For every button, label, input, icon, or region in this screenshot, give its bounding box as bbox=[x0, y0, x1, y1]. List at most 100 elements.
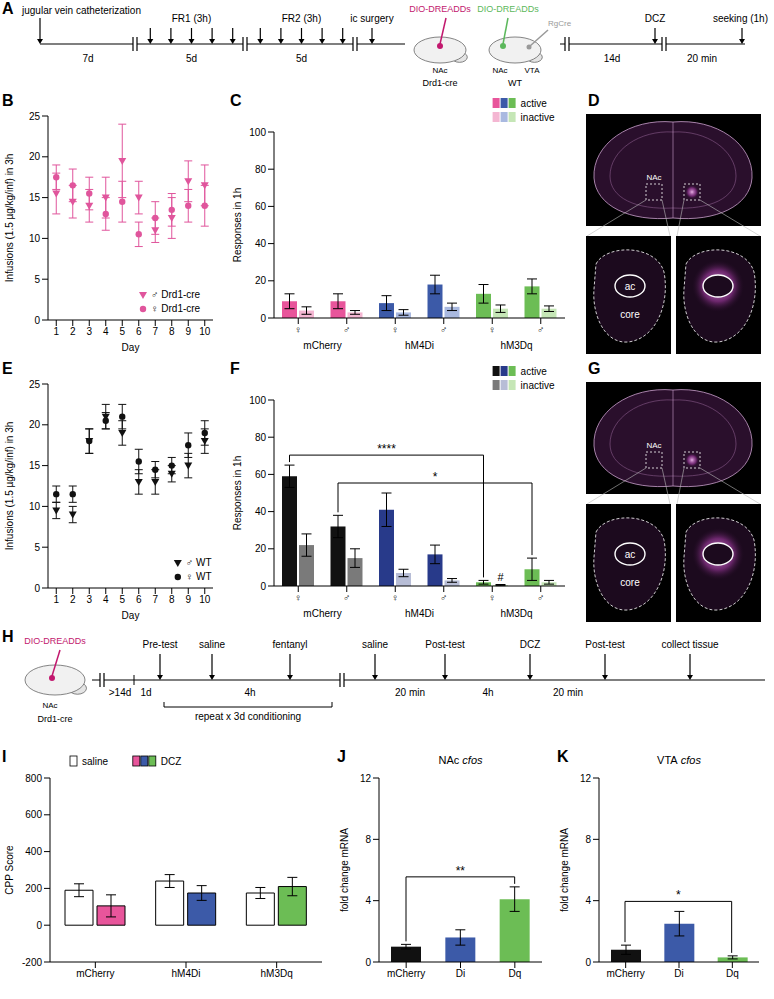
svg-text:12: 12 bbox=[360, 773, 372, 784]
svg-text:hM4Di: hM4Di bbox=[172, 968, 201, 979]
svg-text:Day: Day bbox=[122, 342, 140, 353]
svg-text:active: active bbox=[521, 366, 548, 377]
svg-text:♀: ♀ bbox=[489, 324, 497, 335]
svg-text:Drd1-cre: Drd1-cre bbox=[37, 714, 72, 724]
svg-text:0: 0 bbox=[260, 581, 266, 592]
svg-text:CPP Score: CPP Score bbox=[4, 845, 15, 895]
svg-text:400: 400 bbox=[25, 846, 42, 857]
svg-text:60: 60 bbox=[255, 469, 267, 480]
svg-text:25: 25 bbox=[29, 379, 41, 390]
svg-text:mCherry: mCherry bbox=[387, 968, 425, 979]
svg-text:Pre-test: Pre-test bbox=[142, 639, 177, 650]
svg-text:600: 600 bbox=[25, 809, 42, 820]
svg-text:mCherry: mCherry bbox=[606, 968, 644, 979]
svg-text:♂: ♂ bbox=[343, 324, 351, 335]
svg-text:DIO-DREADDs: DIO-DREADDs bbox=[409, 4, 471, 14]
svg-text:**: ** bbox=[456, 864, 466, 878]
svg-text:DCZ: DCZ bbox=[520, 639, 541, 650]
svg-text:80: 80 bbox=[255, 432, 267, 443]
svg-text:ic surgery: ic surgery bbox=[350, 13, 393, 24]
svg-text:5: 5 bbox=[34, 542, 40, 553]
svg-text:20 min: 20 min bbox=[687, 53, 717, 64]
svg-text:♀: ♀ bbox=[295, 324, 303, 335]
svg-text:ac: ac bbox=[625, 281, 636, 292]
svg-text:jugular vein catheterization: jugular vein catheterization bbox=[21, 5, 141, 16]
svg-text:3: 3 bbox=[86, 326, 92, 337]
svg-text:Drd1-cre: Drd1-cre bbox=[422, 78, 457, 88]
svg-text:1: 1 bbox=[53, 594, 59, 605]
svg-text:NAc: NAc bbox=[432, 66, 447, 75]
svg-text:♂ Drd1-cre: ♂ Drd1-cre bbox=[151, 289, 201, 300]
svg-text:♂: ♂ bbox=[440, 324, 448, 335]
svg-text:0: 0 bbox=[36, 920, 42, 931]
svg-text:20: 20 bbox=[29, 151, 41, 162]
svg-text:4: 4 bbox=[585, 895, 591, 906]
svg-text:0: 0 bbox=[34, 583, 40, 594]
svg-text:200: 200 bbox=[25, 883, 42, 894]
svg-text:1d: 1d bbox=[140, 687, 151, 698]
svg-text:♀: ♀ bbox=[489, 592, 497, 603]
svg-text:4: 4 bbox=[103, 594, 109, 605]
svg-text:4: 4 bbox=[365, 895, 371, 906]
svg-text:repeat x 3d conditioning: repeat x 3d conditioning bbox=[195, 711, 301, 722]
svg-text:fentanyl: fentanyl bbox=[272, 639, 307, 650]
svg-text:2: 2 bbox=[70, 594, 76, 605]
svg-text:mCherry: mCherry bbox=[303, 340, 341, 351]
svg-text:active: active bbox=[521, 98, 548, 109]
svg-text:NAc cfos: NAc cfos bbox=[438, 754, 483, 766]
svg-text:7d: 7d bbox=[82, 53, 93, 64]
svg-text:DIO-DREADDs: DIO-DREADDs bbox=[477, 4, 539, 14]
svg-text:seeking (1h): seeking (1h) bbox=[713, 13, 768, 24]
svg-text:5: 5 bbox=[119, 594, 125, 605]
svg-text:80: 80 bbox=[255, 164, 267, 175]
svg-text:♂: ♂ bbox=[537, 592, 545, 603]
svg-text:*: * bbox=[676, 888, 681, 902]
svg-text:-200: -200 bbox=[22, 957, 42, 968]
svg-text:8: 8 bbox=[169, 326, 175, 337]
svg-text:10: 10 bbox=[29, 233, 41, 244]
svg-text:20 min: 20 min bbox=[395, 687, 425, 698]
svg-text:inactive: inactive bbox=[521, 112, 555, 123]
svg-text:RgCre: RgCre bbox=[548, 19, 572, 28]
svg-text:9: 9 bbox=[185, 594, 191, 605]
svg-text:2: 2 bbox=[70, 326, 76, 337]
svg-text:40: 40 bbox=[255, 506, 267, 517]
svg-text:WT: WT bbox=[508, 78, 522, 88]
svg-text:hM3Dq: hM3Dq bbox=[500, 340, 532, 351]
svg-text:VTA cfos: VTA cfos bbox=[657, 754, 701, 766]
svg-text:DCZ: DCZ bbox=[645, 13, 666, 24]
svg-text:8: 8 bbox=[585, 834, 591, 845]
svg-text:#: # bbox=[497, 571, 504, 583]
svg-text:Post-test: Post-test bbox=[585, 639, 625, 650]
svg-text:25: 25 bbox=[29, 111, 41, 122]
svg-text:0: 0 bbox=[365, 957, 371, 968]
svg-text:7: 7 bbox=[152, 326, 158, 337]
svg-text:core: core bbox=[620, 309, 640, 320]
svg-text:60: 60 bbox=[255, 201, 267, 212]
svg-text:10: 10 bbox=[29, 501, 41, 512]
svg-text:♀: ♀ bbox=[295, 592, 303, 603]
svg-text:6: 6 bbox=[136, 326, 142, 337]
svg-text:3: 3 bbox=[86, 594, 92, 605]
svg-text:8: 8 bbox=[169, 594, 175, 605]
svg-text:5d: 5d bbox=[296, 53, 307, 64]
svg-text:>14d: >14d bbox=[109, 687, 132, 698]
svg-text:hM3Dq: hM3Dq bbox=[500, 608, 532, 619]
svg-text:12: 12 bbox=[580, 773, 592, 784]
svg-text:Responses in 1h: Responses in 1h bbox=[232, 188, 243, 263]
svg-text:hM3Dq: hM3Dq bbox=[261, 968, 293, 979]
svg-text:15: 15 bbox=[29, 460, 41, 471]
svg-text:mCherry: mCherry bbox=[303, 608, 341, 619]
svg-text:Dq: Dq bbox=[726, 968, 739, 979]
svg-text:♂: ♂ bbox=[440, 592, 448, 603]
svg-text:hM4Di: hM4Di bbox=[405, 608, 434, 619]
svg-text:10: 10 bbox=[199, 594, 211, 605]
svg-text:Day: Day bbox=[122, 610, 140, 621]
svg-text:****: **** bbox=[377, 442, 396, 456]
svg-text:♀: ♀ bbox=[392, 324, 400, 335]
svg-text:*: * bbox=[433, 470, 438, 484]
svg-text:DIO-DREADDs: DIO-DREADDs bbox=[24, 636, 86, 646]
svg-text:8: 8 bbox=[365, 834, 371, 845]
svg-text:FR2 (3h): FR2 (3h) bbox=[282, 13, 321, 24]
svg-text:0: 0 bbox=[585, 957, 591, 968]
